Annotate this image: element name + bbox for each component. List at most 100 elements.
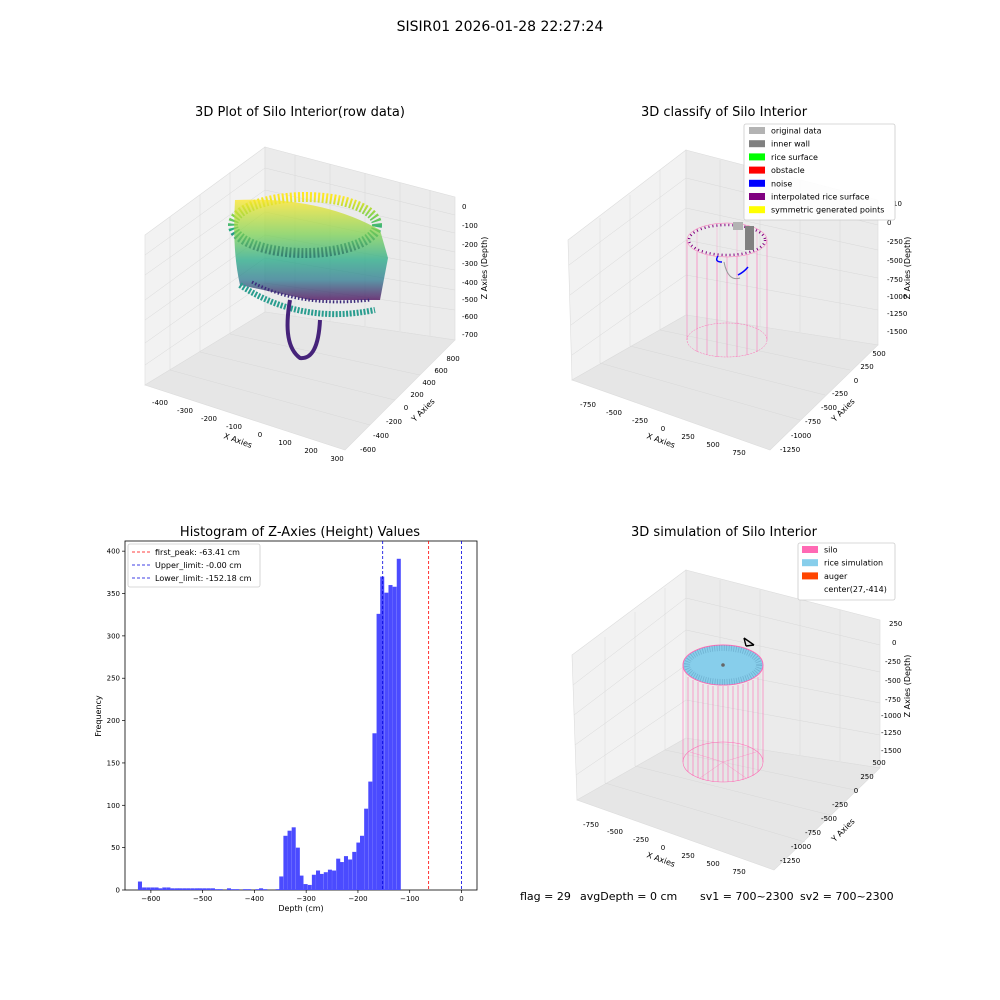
- footer-sv1: sv1 = 700~2300: [700, 890, 794, 903]
- sim-legend-label: auger: [824, 572, 848, 581]
- sim-center-marker: [721, 663, 725, 667]
- classify-x-ticks: -750 -500 -250 0 250 500 750: [580, 401, 746, 457]
- footer-status: flag = 29 avgDepth = 0 cm sv1 = 700~2300…: [520, 890, 894, 903]
- raw-x-tick: -200: [201, 415, 217, 423]
- classify-z-tick: -1000: [887, 293, 907, 301]
- histogram-bar: [388, 585, 393, 890]
- classify-y-tick: -500: [821, 404, 837, 412]
- histogram-bar: [235, 889, 240, 890]
- raw-y-label: Y Axies: [409, 397, 437, 425]
- raw-y-tick: 400: [422, 379, 435, 387]
- sim-legend-label: rice simulation: [824, 559, 883, 568]
- histogram-bar: [150, 887, 155, 890]
- classify-noise-points: [715, 255, 749, 276]
- sim-legend-swatch: [802, 572, 818, 580]
- histogram-bar: [154, 887, 159, 890]
- histogram-plot-area: [124, 540, 478, 891]
- sim-y-tick: -250: [832, 801, 848, 809]
- sim-z-tick: 250: [889, 620, 902, 628]
- histogram-y-tick-label: 100: [107, 802, 120, 810]
- raw-z-tick: -300: [462, 260, 478, 268]
- classify-y-tick: -1000: [791, 432, 811, 440]
- sim-legend-swatch: [802, 559, 818, 567]
- classify-z-label: Z Axies (Depth): [903, 237, 912, 300]
- histogram-bar: [323, 872, 328, 890]
- sim-y-tick: 500: [872, 759, 885, 767]
- histogram-bar: [311, 874, 316, 890]
- classify-legend-swatch: [749, 140, 765, 148]
- histogram-bar: [166, 887, 171, 890]
- histogram-x-tick-label: −100: [400, 895, 419, 903]
- histogram-bar: [336, 858, 341, 890]
- raw-z-ticks: 0 -100 -200 -300 -400 -500 -600 -700: [462, 203, 478, 339]
- histogram-bar: [316, 870, 321, 890]
- raw-y-tick: -600: [360, 446, 376, 454]
- classify-z-tick: -750: [887, 276, 903, 284]
- histogram-bar: [162, 887, 167, 890]
- histogram-bar: [283, 835, 288, 890]
- histogram-bar: [174, 888, 179, 890]
- histogram-bar: [170, 888, 175, 890]
- sim-rice-texture: [684, 645, 762, 685]
- raw-z-label: Z Axies (Depth): [480, 237, 489, 300]
- classify-interpolated-surface: [687, 223, 767, 257]
- raw-z-tick: -500: [462, 296, 478, 304]
- sim-y-tick: 0: [854, 787, 858, 795]
- raw-x-tick: 200: [304, 447, 317, 455]
- histogram-bar: [307, 884, 312, 890]
- sim-legend: silo rice simulation auger center(27,-414): [797, 542, 896, 601]
- histogram-bar: [352, 851, 357, 890]
- classify-original-points: [733, 222, 743, 230]
- raw-y-tick: -200: [386, 418, 402, 426]
- sim-z-ticks: 250 0 -250 -500 -750 -1000 -1250 -1500: [881, 620, 902, 755]
- sim-legend-items: silo rice simulation auger center(27,-414): [802, 546, 887, 594]
- sim-y-ticks: -1250 -1000 -750 -500 -250 0 250 500: [780, 759, 886, 865]
- classify-legend-label: noise: [771, 179, 792, 188]
- classify-z-tick: 0: [887, 219, 891, 227]
- sim-y-tick: 250: [860, 773, 873, 781]
- classify-legend-label: original data: [771, 127, 822, 136]
- sim-z-tick: -1000: [881, 712, 901, 720]
- histogram-x-label: Depth (cm): [278, 904, 323, 913]
- raw-cloud-outer: [228, 192, 382, 258]
- classify-legend-swatch: [749, 166, 765, 174]
- raw-z-tick: 0: [462, 203, 466, 211]
- raw-z-tick: -100: [462, 222, 478, 230]
- histogram-bar: [299, 875, 304, 890]
- histogram-bar: [364, 808, 369, 890]
- classify-z-ticks: 10 0 -250 -500 -750 -1000 -1250 -1500: [887, 200, 907, 336]
- classify-z-tick: -250: [887, 238, 903, 246]
- raw-cloud-inner: [251, 280, 371, 304]
- histogram-bar: [186, 888, 191, 890]
- histogram-bar: [376, 613, 381, 890]
- histogram-bar: [194, 888, 199, 890]
- histogram-bar: [384, 592, 389, 890]
- histogram-y-tick-label: 50: [111, 844, 120, 852]
- classify-x-label: X Axies: [645, 431, 676, 450]
- classify-legend: original data inner wall rice surface obsta…: [743, 123, 896, 221]
- sim-legend-swatch: [802, 546, 818, 553]
- sim-plot-title: 3D simulation of Silo Interior: [631, 525, 818, 540]
- histogram-bar: [190, 888, 195, 890]
- histogram-bar: [275, 889, 280, 890]
- histogram-x-tick-label: −200: [348, 895, 367, 903]
- classify-legend-label: rice surface: [771, 153, 818, 162]
- sim-z-label: Z Axies (Depth): [903, 655, 912, 718]
- classify-x-tick: 0: [661, 425, 665, 433]
- histogram-bar: [368, 781, 373, 890]
- raw-x-tick: -300: [177, 407, 193, 415]
- histogram-bar: [392, 586, 397, 890]
- classify-legend-label: symmetric generated points: [771, 206, 884, 215]
- raw-plot-title: 3D Plot of Silo Interior(row data): [195, 105, 405, 120]
- histogram-bar: [255, 889, 260, 890]
- histogram-y-tick-label: 400: [107, 548, 120, 556]
- histogram-legend-items: first_peak: -63.41 cm Upper_limit: -0.00 …: [132, 548, 252, 583]
- classify-legend-swatch: [749, 127, 765, 134]
- sim-legend-label: center(27,-414): [824, 585, 887, 594]
- histogram-legend: first_peak: -63.41 cm Upper_limit: -0.00 …: [127, 543, 261, 588]
- histogram-bar: [142, 887, 147, 890]
- classify-z-tick: -1250: [887, 310, 907, 318]
- sim-x-tick: 0: [661, 844, 665, 852]
- histogram-bar: [198, 888, 203, 890]
